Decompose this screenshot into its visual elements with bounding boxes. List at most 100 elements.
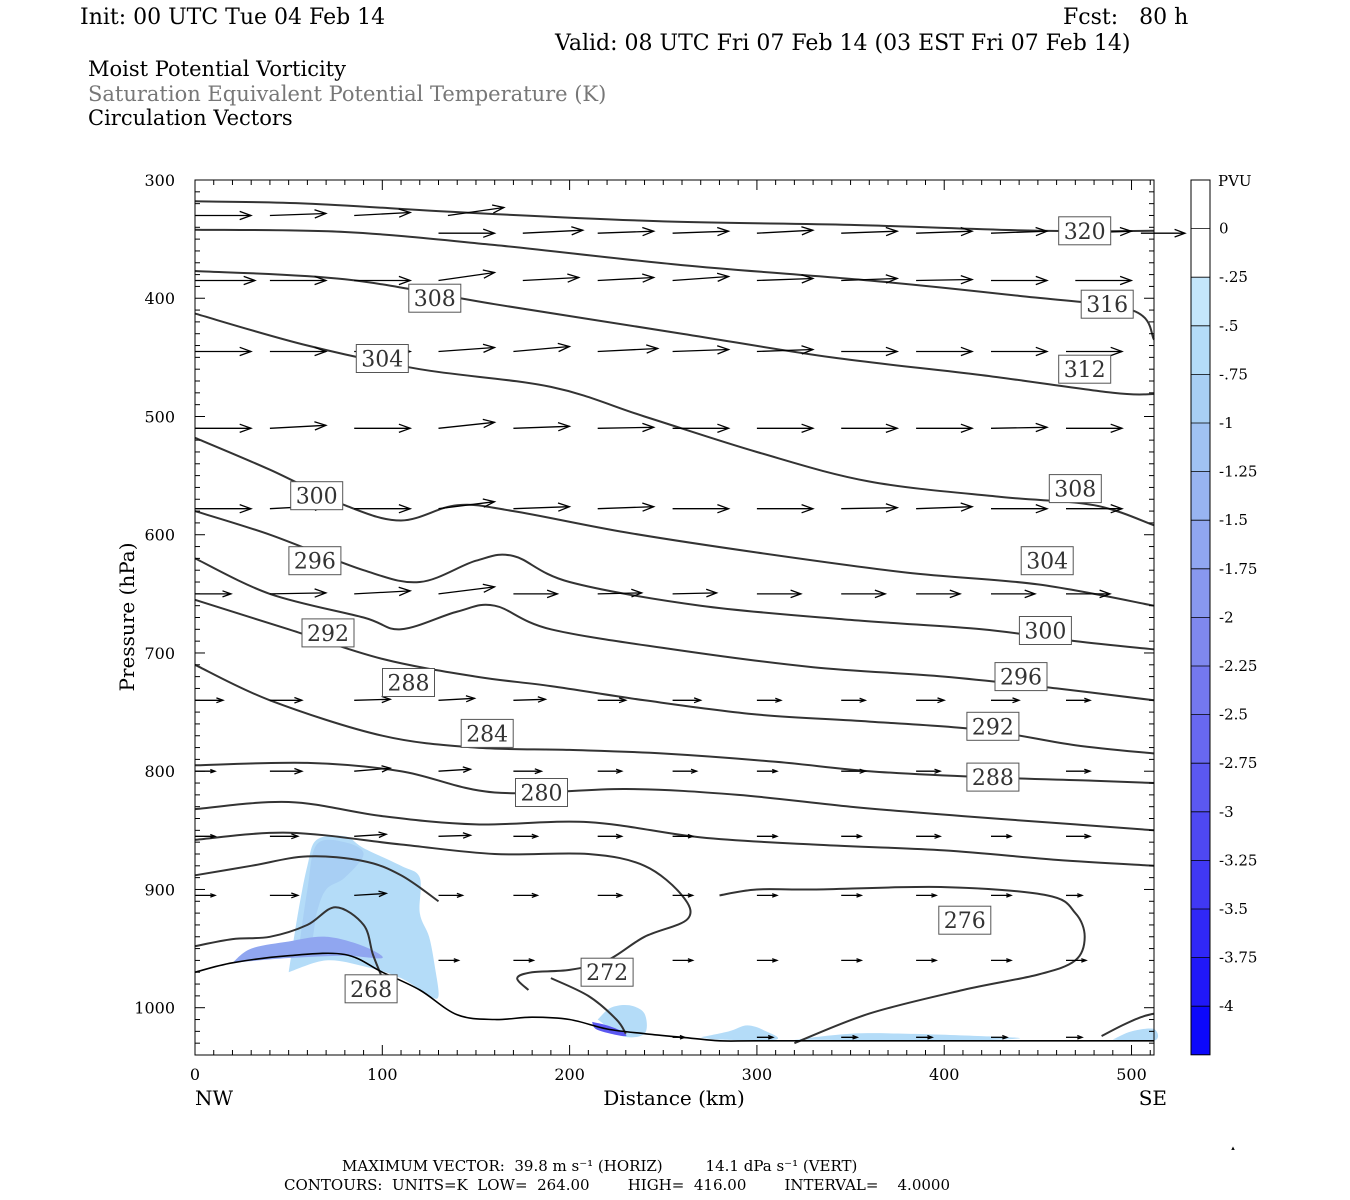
vector-shaft bbox=[841, 230, 898, 234]
vector-head bbox=[859, 697, 868, 703]
vector-shaft bbox=[756, 229, 813, 234]
contour-label-304: 304 bbox=[1020, 546, 1074, 576]
vector-head bbox=[239, 503, 253, 514]
circulation-vector bbox=[597, 768, 624, 774]
circulation-vector bbox=[916, 423, 974, 434]
vector-shaft bbox=[513, 698, 546, 701]
circulation-vector bbox=[513, 502, 572, 512]
circulation-vector bbox=[672, 503, 731, 514]
circulation-vector bbox=[354, 586, 413, 597]
axis-layer: 300 400 500 600 700 800 900 1000 0 100 200 300 400 50… bbox=[134, 171, 1154, 1084]
circulation-vector bbox=[513, 421, 572, 432]
vector-head bbox=[716, 345, 731, 355]
vector-head bbox=[960, 346, 974, 357]
colorbar-swatch bbox=[1191, 909, 1210, 958]
circulation-vector bbox=[269, 346, 328, 357]
vector-head bbox=[960, 226, 974, 237]
circulation-vector bbox=[841, 274, 900, 284]
colorbar-unit: PVU bbox=[1218, 172, 1252, 190]
vector-head bbox=[771, 893, 779, 898]
circulation-vector bbox=[916, 502, 974, 512]
vector-head bbox=[856, 893, 864, 898]
circulation-vector bbox=[354, 831, 389, 839]
circulation-vector bbox=[916, 697, 947, 704]
circulation-vector bbox=[916, 226, 974, 237]
x-axis-title: Distance (km) bbox=[603, 1086, 745, 1110]
vector-head bbox=[775, 697, 783, 703]
vector-head bbox=[294, 767, 304, 775]
y-tick-label: 1000 bbox=[134, 999, 175, 1018]
pv-shade-region bbox=[232, 936, 383, 963]
colorbar-label: -2.25 bbox=[1219, 657, 1257, 675]
vector-head bbox=[1174, 228, 1187, 238]
colorbar-swatch bbox=[1191, 811, 1210, 861]
isentrope-300 bbox=[194, 510, 1155, 651]
circulation-vector bbox=[672, 697, 703, 704]
x-tick-label: 100 bbox=[367, 1065, 398, 1084]
vector-shaft bbox=[354, 833, 387, 837]
vector-head bbox=[314, 346, 328, 357]
vector-head bbox=[482, 498, 497, 508]
circulation-vector bbox=[990, 422, 1049, 433]
contour-label-304: 304 bbox=[355, 344, 409, 373]
vector-head bbox=[567, 273, 581, 283]
vector-head bbox=[716, 226, 731, 237]
vector-head bbox=[801, 345, 815, 355]
vector-head bbox=[927, 1034, 934, 1040]
vector-shaft bbox=[672, 592, 717, 595]
circulation-vector bbox=[756, 274, 815, 284]
vector-head bbox=[859, 768, 868, 774]
circulation-vector bbox=[756, 697, 783, 703]
circulation-vector bbox=[1066, 833, 1092, 839]
vector-shaft bbox=[354, 767, 391, 772]
vector-shaft bbox=[438, 697, 475, 701]
vector-head bbox=[931, 893, 939, 898]
vector-shaft bbox=[672, 275, 729, 282]
circulation-vector bbox=[195, 833, 217, 839]
circulation-vector bbox=[916, 958, 939, 963]
max-vector-info: MAXIMUM VECTOR: 39.8 m s⁻¹ (HORIZ) 14.1 … bbox=[342, 1157, 858, 1175]
colorbar-label: -1.75 bbox=[1219, 560, 1257, 578]
vector-head bbox=[1110, 503, 1124, 514]
circulation-vector bbox=[513, 696, 548, 703]
vector-head bbox=[1110, 346, 1124, 357]
terrain-surface bbox=[194, 952, 1154, 1042]
vector-head bbox=[716, 272, 731, 282]
circulation-vector bbox=[438, 498, 497, 510]
vector-head bbox=[934, 833, 942, 839]
circulation-vector bbox=[438, 958, 461, 963]
y-tick-label: 500 bbox=[144, 407, 175, 426]
vector-head bbox=[1035, 275, 1049, 286]
vector-head bbox=[1002, 1034, 1009, 1040]
circulation-vector bbox=[756, 1034, 775, 1040]
circulation-vector bbox=[597, 833, 624, 839]
contour-label-308: 308 bbox=[408, 283, 462, 313]
circulation-vector bbox=[1066, 768, 1092, 774]
circulation-vector bbox=[991, 346, 1049, 357]
contour-label-284: 284 bbox=[460, 718, 514, 748]
circulation-vector bbox=[438, 832, 473, 839]
vector-shaft bbox=[597, 592, 642, 595]
colorbar-label: -3 bbox=[1219, 803, 1234, 821]
vector-head bbox=[210, 768, 217, 774]
vector-head bbox=[216, 697, 225, 704]
contour-label-box bbox=[460, 718, 514, 748]
isentrope-312 bbox=[194, 270, 1155, 396]
circulation-vector bbox=[991, 589, 1037, 599]
y-tick-label: 400 bbox=[144, 289, 175, 308]
vector-head bbox=[222, 590, 233, 598]
isentrope-264 bbox=[1101, 1012, 1155, 1037]
contour-label-text: 320 bbox=[1064, 220, 1106, 245]
circulation-vector bbox=[916, 274, 974, 285]
contour-label-box bbox=[290, 481, 344, 511]
contour-label-text: 284 bbox=[466, 722, 508, 747]
circulation-vector bbox=[597, 502, 656, 512]
circulation-vector bbox=[991, 893, 1013, 898]
circulation-vector bbox=[195, 275, 257, 286]
circulation-vector bbox=[354, 275, 413, 286]
pv-shade-region bbox=[794, 1033, 1021, 1041]
vector-head bbox=[314, 588, 328, 598]
vector-head bbox=[679, 1034, 687, 1040]
circulation-vector bbox=[841, 589, 888, 599]
vector-head bbox=[642, 273, 656, 283]
